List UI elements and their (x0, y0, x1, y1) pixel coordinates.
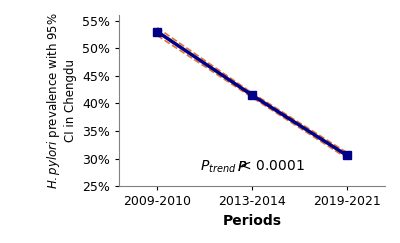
Text: $\it{P}_{trend}$ < 0.0001: $\it{P}_{trend}$ < 0.0001 (200, 159, 304, 175)
X-axis label: Periods: Periods (222, 214, 282, 228)
Text: $\it{P}$: $\it{P}$ (237, 160, 247, 174)
Text: $\it{H. pylori}$ prevalence with 95%
CI in Chengdu: $\it{H. pylori}$ prevalence with 95% CI … (45, 12, 77, 189)
Text: $\it{P}$: $\it{P}$ (237, 160, 247, 174)
